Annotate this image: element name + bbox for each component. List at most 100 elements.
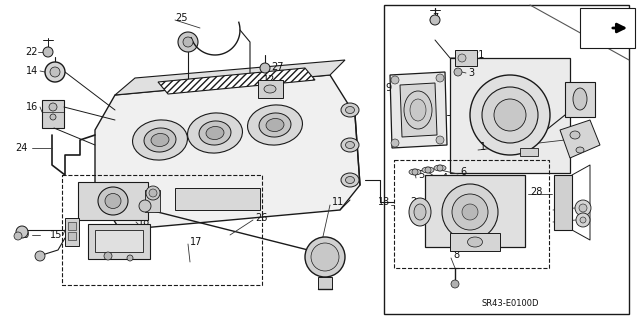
Bar xyxy=(42,100,64,128)
Ellipse shape xyxy=(576,147,584,153)
Bar xyxy=(520,148,538,156)
Text: 24: 24 xyxy=(15,143,28,153)
Polygon shape xyxy=(560,120,600,158)
Text: 13: 13 xyxy=(378,197,390,207)
Ellipse shape xyxy=(341,138,359,152)
Text: 14: 14 xyxy=(26,66,38,76)
Bar xyxy=(318,277,332,289)
Bar xyxy=(78,182,148,220)
Text: 16: 16 xyxy=(26,102,38,112)
Circle shape xyxy=(436,74,444,82)
Circle shape xyxy=(149,189,157,197)
Circle shape xyxy=(35,251,45,261)
Text: 28: 28 xyxy=(530,187,542,197)
Circle shape xyxy=(452,194,488,230)
Text: 9: 9 xyxy=(386,83,392,93)
Ellipse shape xyxy=(264,85,276,93)
Bar xyxy=(62,175,262,285)
Circle shape xyxy=(430,15,440,25)
Bar xyxy=(450,233,500,251)
Text: 17: 17 xyxy=(190,237,202,247)
Circle shape xyxy=(482,87,538,143)
Circle shape xyxy=(50,67,60,77)
Ellipse shape xyxy=(105,194,121,209)
Bar xyxy=(580,8,635,48)
Polygon shape xyxy=(400,83,437,137)
Ellipse shape xyxy=(570,131,580,139)
Ellipse shape xyxy=(346,176,355,183)
Ellipse shape xyxy=(188,113,243,153)
Ellipse shape xyxy=(341,103,359,117)
Text: SR43-E0100D: SR43-E0100D xyxy=(481,299,539,308)
Bar xyxy=(565,82,595,117)
Ellipse shape xyxy=(573,88,587,110)
Text: 1: 1 xyxy=(480,142,486,152)
Text: 19: 19 xyxy=(138,185,150,195)
Circle shape xyxy=(442,184,498,240)
Text: 25: 25 xyxy=(175,13,188,23)
Circle shape xyxy=(183,37,193,47)
Bar xyxy=(455,50,477,66)
Ellipse shape xyxy=(98,187,128,215)
Text: 22: 22 xyxy=(26,47,38,57)
Circle shape xyxy=(451,280,459,288)
Ellipse shape xyxy=(346,107,355,114)
Text: 12: 12 xyxy=(263,75,275,85)
Bar xyxy=(450,58,570,173)
Text: 11: 11 xyxy=(332,197,344,207)
Ellipse shape xyxy=(248,105,303,145)
Circle shape xyxy=(391,76,399,84)
Polygon shape xyxy=(95,75,360,230)
Ellipse shape xyxy=(206,126,224,139)
Text: 23: 23 xyxy=(555,203,568,213)
Text: 10: 10 xyxy=(468,217,480,227)
Circle shape xyxy=(14,232,22,240)
Circle shape xyxy=(458,54,466,62)
Circle shape xyxy=(436,136,444,144)
Text: FR.: FR. xyxy=(590,23,611,33)
Circle shape xyxy=(470,75,550,155)
Bar xyxy=(394,160,549,268)
Ellipse shape xyxy=(259,113,291,137)
Text: 26: 26 xyxy=(255,213,268,223)
Bar xyxy=(384,5,629,314)
Circle shape xyxy=(146,186,160,200)
Circle shape xyxy=(494,99,526,131)
Circle shape xyxy=(260,63,270,73)
Circle shape xyxy=(311,243,339,271)
Ellipse shape xyxy=(199,121,231,145)
Circle shape xyxy=(127,255,133,261)
Text: 20: 20 xyxy=(130,197,142,207)
Ellipse shape xyxy=(409,198,431,226)
Circle shape xyxy=(454,68,462,76)
Text: 8: 8 xyxy=(453,250,459,260)
Text: 4: 4 xyxy=(442,173,448,183)
Bar xyxy=(65,218,79,246)
Text: 6: 6 xyxy=(460,167,466,177)
Text: 27: 27 xyxy=(271,62,284,72)
Circle shape xyxy=(139,200,151,212)
Text: 2: 2 xyxy=(410,197,416,207)
Bar xyxy=(425,175,525,247)
Bar xyxy=(68,222,76,230)
Ellipse shape xyxy=(414,204,426,220)
Circle shape xyxy=(412,169,418,175)
Text: 3: 3 xyxy=(468,68,474,78)
Bar xyxy=(68,232,76,240)
Polygon shape xyxy=(95,230,143,252)
Ellipse shape xyxy=(422,167,434,173)
Text: 18: 18 xyxy=(138,217,150,227)
Circle shape xyxy=(391,139,399,147)
Ellipse shape xyxy=(151,133,169,146)
Circle shape xyxy=(576,213,590,227)
Bar xyxy=(145,190,160,212)
Ellipse shape xyxy=(49,103,57,111)
Circle shape xyxy=(580,217,586,223)
Ellipse shape xyxy=(409,169,421,175)
Ellipse shape xyxy=(132,120,188,160)
Circle shape xyxy=(462,204,478,220)
Polygon shape xyxy=(115,60,345,95)
Text: 29: 29 xyxy=(18,230,30,240)
Ellipse shape xyxy=(346,142,355,149)
Circle shape xyxy=(425,167,431,173)
